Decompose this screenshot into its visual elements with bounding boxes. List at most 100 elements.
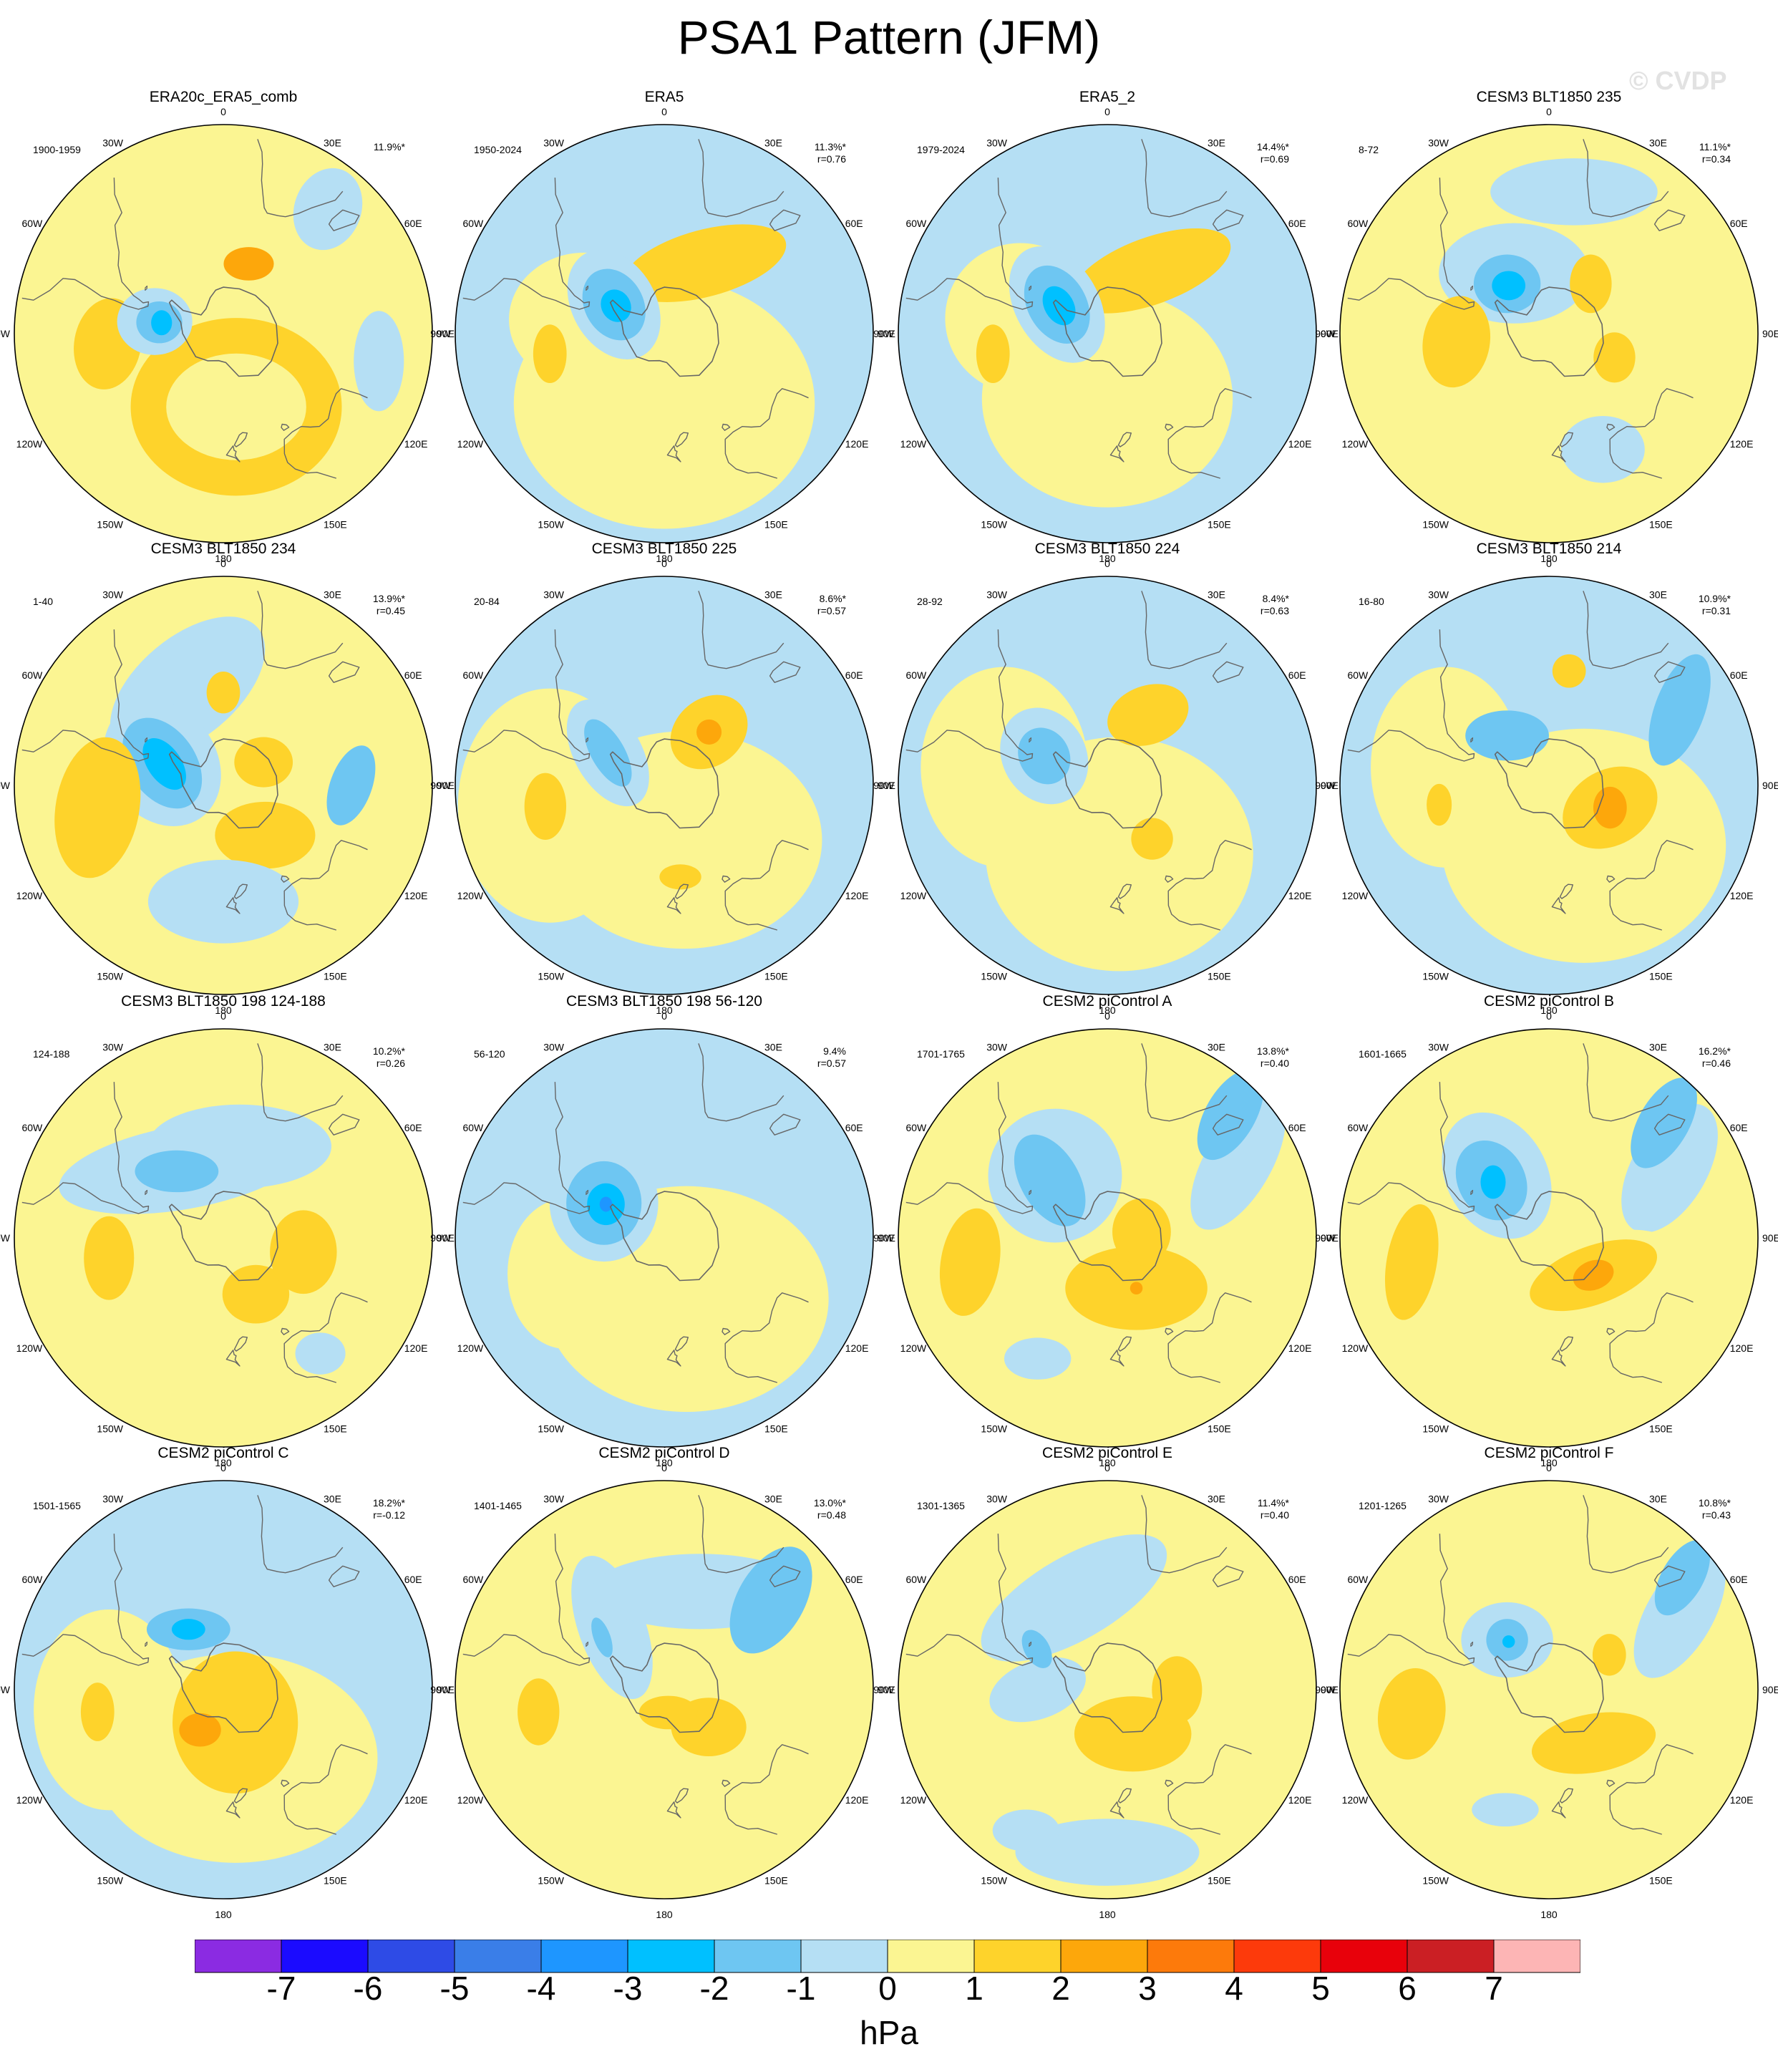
lon-label: 150E	[1649, 1875, 1673, 1887]
contour-blob	[976, 324, 1010, 384]
colorbar-swatch	[281, 1940, 369, 1973]
coastlines	[21, 591, 368, 931]
contour-field	[1340, 1481, 1758, 1899]
panel-correlation: r=0.69	[1260, 153, 1289, 165]
coastlines	[905, 591, 1252, 931]
contour-blob	[518, 1678, 560, 1746]
contour-blob	[659, 864, 701, 890]
africa-coastline	[1583, 591, 1669, 669]
lon-label: 30W	[1428, 137, 1449, 148]
panel-variance: 10.8%*	[1699, 1497, 1731, 1509]
falkland-coastline	[1029, 1189, 1032, 1195]
map-border	[1339, 1028, 1759, 1448]
australia-coastline	[283, 840, 368, 931]
panel-title: CESM2 piControl F	[1485, 1445, 1614, 1461]
panel-period: 1-40	[33, 596, 53, 607]
lon-label: 120W	[457, 438, 484, 450]
australia-coastline	[1167, 1292, 1252, 1383]
lon-label: 90W	[0, 1232, 11, 1244]
panel-correlation: r=0.76	[817, 153, 846, 165]
panel-period: 1301-1365	[917, 1500, 965, 1511]
lon-label: 180	[1099, 1909, 1116, 1920]
lon-label: 30E	[1649, 137, 1667, 148]
madagascar-coastline	[1212, 1565, 1244, 1587]
coastlines	[21, 139, 368, 479]
tasmania-coastline	[722, 1327, 731, 1335]
nz-south-coastline	[674, 1336, 689, 1352]
field-background	[14, 1029, 432, 1447]
lon-label: 90E	[437, 1232, 455, 1244]
lon-label: 0	[1546, 106, 1552, 117]
australia-coastline	[724, 388, 809, 479]
panel-correlation: r=0.45	[377, 605, 405, 616]
lon-label: 90W	[873, 328, 895, 339]
lon-label: 150E	[324, 519, 347, 531]
contour-blob	[151, 310, 173, 336]
lon-label: 120W	[16, 1342, 43, 1354]
south-america-coastline	[21, 1082, 150, 1214]
contour-blob	[1490, 158, 1658, 226]
lon-label: 150E	[1649, 971, 1673, 982]
panel-variance: 8.6%*	[820, 593, 847, 604]
panel-period: 1501-1565	[33, 1500, 81, 1511]
lon-label: 60W	[21, 1122, 43, 1133]
tasmania-coastline	[1606, 1779, 1616, 1787]
lon-label: 0	[1546, 558, 1552, 569]
lon-label: 60E	[404, 669, 422, 681]
contour-field	[898, 576, 1316, 994]
australia-coastline	[283, 1292, 368, 1383]
panel-correlation: r=0.43	[1702, 1509, 1731, 1521]
map-panel: 0 30E 60E 90E 120E 150E 180 150W 120W 90W 60W 30W CE…	[873, 993, 1339, 1468]
contour-field	[455, 576, 873, 994]
madagascar-coastline	[769, 209, 801, 231]
tasmania-coastline	[722, 875, 731, 883]
colorbar-tick-label: 6	[1398, 1970, 1417, 2007]
contour-blob	[293, 168, 363, 251]
falkland-coastline	[1470, 1189, 1474, 1195]
contour-blob	[1573, 1259, 1614, 1291]
colorbar-tick-label: -3	[613, 1970, 643, 2007]
panel-correlation: r=0.40	[1260, 1509, 1289, 1521]
africa-coastline	[257, 1043, 344, 1122]
lon-label: 150W	[1422, 1875, 1449, 1887]
lon-label: 120E	[845, 1794, 869, 1806]
map-border	[898, 576, 1317, 995]
contour-blob	[729, 1546, 812, 1654]
lon-label: 30W	[543, 589, 565, 600]
lon-label: 180	[215, 1004, 232, 1016]
madagascar-coastline	[1212, 661, 1244, 683]
south-america-coastline	[905, 1082, 1034, 1214]
panel-title: CESM2 piControl A	[1043, 993, 1172, 1010]
lon-label: 90W	[873, 1684, 895, 1695]
panel-correlation: r=0.31	[1702, 605, 1731, 616]
panel-variance: 14.4%*	[1257, 141, 1290, 153]
colorbar-swatch	[1320, 1940, 1408, 1973]
lon-label: 180	[1099, 1457, 1116, 1468]
lon-label: 30W	[102, 589, 124, 600]
lon-label: 60E	[1288, 218, 1306, 229]
map-border	[1339, 1480, 1759, 1899]
lon-label: 120W	[900, 1794, 927, 1806]
lon-label: 120E	[1288, 1342, 1312, 1354]
panel-period: 16-80	[1359, 596, 1384, 607]
lon-label: 30W	[102, 1493, 124, 1504]
lon-label: 60W	[1347, 218, 1369, 229]
lon-label: 90W	[1315, 780, 1336, 791]
lon-label: 60E	[1288, 669, 1306, 681]
colorbar-tick-label: -1	[786, 1970, 816, 2007]
tasmania-coastline	[1606, 1327, 1616, 1335]
panel-variance: 11.4%*	[1258, 1497, 1290, 1509]
map-border	[1339, 576, 1759, 995]
contour-blob	[1480, 1165, 1506, 1199]
colorbar-swatch	[1233, 1940, 1321, 1973]
contour-blob	[1465, 710, 1550, 761]
lon-label: 90E	[437, 328, 455, 339]
contour-blob	[1197, 1069, 1264, 1161]
colorbar-tick-label: 0	[878, 1970, 897, 2007]
contour-blob	[142, 737, 186, 790]
panel-correlation: r=0.26	[377, 1057, 405, 1069]
panel-correlation: r=0.48	[817, 1509, 846, 1521]
lon-label: 0	[661, 106, 667, 117]
contour-blob	[1532, 1712, 1656, 1774]
coastlines	[21, 1043, 368, 1383]
